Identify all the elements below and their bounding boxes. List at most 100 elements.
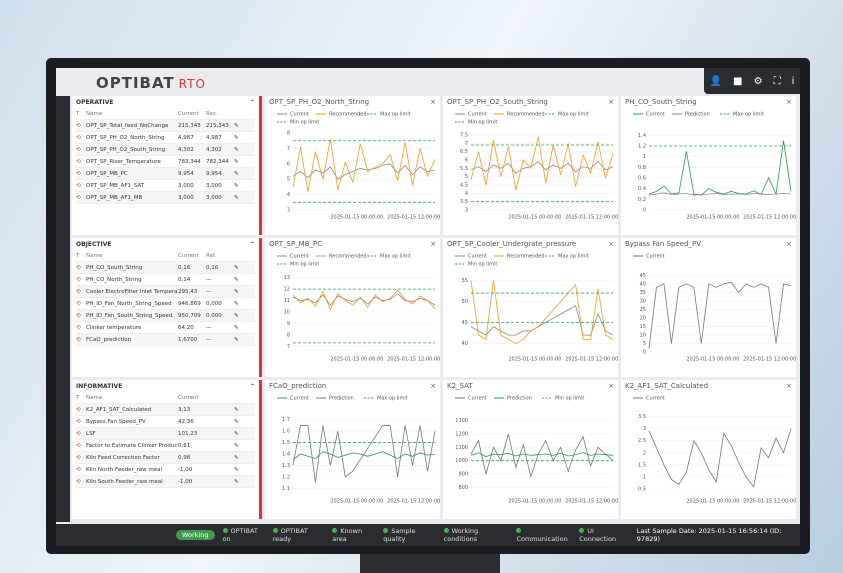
x-tick-label: 2025-01-15 00:00:00: [330, 357, 383, 363]
edit-button[interactable]: ✎: [234, 324, 239, 331]
y-tick-label: 15: [640, 324, 646, 330]
legend-label: Recommended: [329, 254, 367, 260]
cell: FCaO_prediction: [86, 336, 132, 343]
close-button[interactable]: ×: [430, 98, 436, 106]
edit-button[interactable]: ✎: [234, 194, 239, 201]
y-tick-label: 10: [284, 310, 290, 316]
edit-button[interactable]: ✎: [234, 454, 239, 461]
legend-label: Max op limit: [558, 254, 589, 260]
info-button[interactable]: i: [791, 75, 795, 87]
cell: 782,344: [206, 158, 229, 165]
edit-button[interactable]: ✎: [234, 406, 239, 413]
x-tick-label: 2025-01-15 12:00:00: [387, 357, 440, 363]
status-indicator: Communication: [516, 527, 571, 543]
fullscreen-button[interactable]: ⛶: [773, 75, 781, 87]
x-tick-label: 2025-01-15 12:00:00: [743, 357, 796, 363]
panel-header: OPT_SP_PH_O2_South_String ×: [447, 98, 614, 106]
edit-button[interactable]: ✎: [234, 134, 239, 141]
close-button[interactable]: ×: [786, 382, 792, 390]
close-button[interactable]: ×: [786, 240, 792, 248]
legend-label: Current: [646, 112, 665, 118]
section-header: INFORMATIVE ⌃: [76, 383, 255, 390]
edit-button[interactable]: ✎: [234, 158, 239, 165]
edit-button[interactable]: ✎: [234, 430, 239, 437]
series-line: [648, 140, 792, 196]
legend-label: Max op limit: [377, 396, 408, 402]
panel-title: OPT_SP_MB_PC: [269, 240, 323, 248]
toolbar: 👤 ■ ⚙ ⛶ i: [704, 68, 800, 94]
save-button[interactable]: ■: [733, 75, 743, 87]
y-tick-label: 900: [458, 472, 468, 478]
close-button[interactable]: ×: [430, 382, 436, 390]
edit-button[interactable]: ✎: [234, 336, 239, 343]
edit-button[interactable]: ✎: [234, 478, 239, 485]
collapse-button[interactable]: ⌃: [249, 241, 255, 248]
edit-button[interactable]: ✎: [234, 442, 239, 449]
cell: 4,302: [206, 146, 222, 153]
y-tick-label: 0: [643, 208, 646, 214]
edit-button[interactable]: ✎: [234, 466, 239, 473]
row-icon: ⟲: [76, 194, 81, 201]
edit-button[interactable]: ✎: [234, 276, 239, 283]
close-button[interactable]: ×: [430, 240, 436, 248]
y-tick-label: 4.5: [460, 183, 468, 189]
collapse-button[interactable]: ⌃: [249, 383, 255, 390]
edit-button[interactable]: ✎: [234, 288, 239, 295]
row-icon: ⟲: [76, 312, 81, 319]
row-icon: ⟲: [76, 324, 81, 331]
legend-label: Min op limit: [290, 262, 319, 268]
edit-button[interactable]: ✎: [234, 122, 239, 129]
cell: OPT_SP_MB_AF1_SAT: [86, 182, 145, 189]
chart-panel: K2_SAT × 800 900 1000 1100 1200 1300 2025-01-15 …: [443, 380, 618, 519]
series-line: [470, 452, 614, 458]
panel-title: Bypass Fan Speed_PV: [625, 240, 701, 248]
panel-header: K2_SAT ×: [447, 382, 614, 390]
settings-button[interactable]: ⚙: [753, 75, 763, 87]
cell: 0,14: [178, 276, 191, 283]
close-button[interactable]: ×: [608, 98, 614, 106]
collapse-button[interactable]: ⌃: [249, 99, 255, 106]
edit-button[interactable]: ✎: [234, 264, 239, 271]
cell: 946,869: [178, 300, 201, 307]
y-tick-label: 30: [640, 298, 646, 304]
cell: OPT_SP_PH_O2_South_String: [86, 146, 166, 153]
y-tick-label: 1.4: [638, 133, 646, 139]
x-tick-label: 2025-01-15 00:00:00: [686, 215, 739, 221]
y-tick-label: 7: [287, 146, 290, 152]
y-tick-label: 6: [465, 158, 468, 164]
table-row: ⟲ OPT_SP_MB_PC 9,954 9,954 ✎: [76, 168, 255, 180]
edit-button[interactable]: ✎: [234, 170, 239, 177]
legend-label: Prediction: [507, 396, 532, 402]
cell: -1,00: [178, 466, 193, 473]
edit-button[interactable]: ✎: [234, 300, 239, 307]
cell: -1,00: [178, 478, 193, 485]
y-tick-label: 3.5: [638, 414, 646, 420]
y-tick-label: 0.4: [638, 186, 646, 192]
close-button[interactable]: ×: [608, 382, 614, 390]
user-button[interactable]: 👤: [709, 75, 722, 87]
edit-button[interactable]: ✎: [234, 418, 239, 425]
column-header: Current: [178, 394, 199, 401]
y-tick-label: 45: [462, 320, 468, 326]
table-row: ⟲ Clinker temperature 64,20 — ✎: [76, 322, 255, 334]
close-button[interactable]: ×: [786, 98, 792, 106]
edit-button[interactable]: ✎: [234, 312, 239, 319]
table-section: INFORMATIVE ⌃ T Name Current ⟲ K2_AF1_SAT_Calc…: [72, 380, 262, 519]
close-button[interactable]: ×: [608, 240, 614, 248]
edit-button[interactable]: ✎: [234, 182, 239, 189]
column-headers: T Name Current: [76, 392, 255, 404]
row-icon: ⟲: [76, 406, 81, 413]
x-tick-label: 2025-01-15 12:00:00: [565, 215, 618, 221]
legend-label: Max op limit: [380, 254, 411, 260]
y-tick-label: 13: [284, 275, 290, 281]
cell: PH_CO_North_String: [86, 276, 142, 283]
edit-button[interactable]: ✎: [234, 146, 239, 153]
row-icon: ⟲: [76, 264, 81, 271]
cell: PH_ID_Fan_North_String_Speed: [86, 300, 172, 307]
table-row: ⟲ Bypass Fan Speed_PV 42,36 ✎: [76, 416, 255, 428]
row-icon: ⟲: [76, 146, 81, 153]
table-row: ⟲ OPT_SP_Riser_Temperature 782,344 782,344 ✎: [76, 156, 255, 168]
legend-label: Current: [290, 254, 309, 260]
table-row: ⟲ K2_AF1_SAT_Calculated 3,13 ✎: [76, 404, 255, 416]
table-row: ⟲ FCaO_prediction 1,6700 — ✎: [76, 334, 255, 346]
